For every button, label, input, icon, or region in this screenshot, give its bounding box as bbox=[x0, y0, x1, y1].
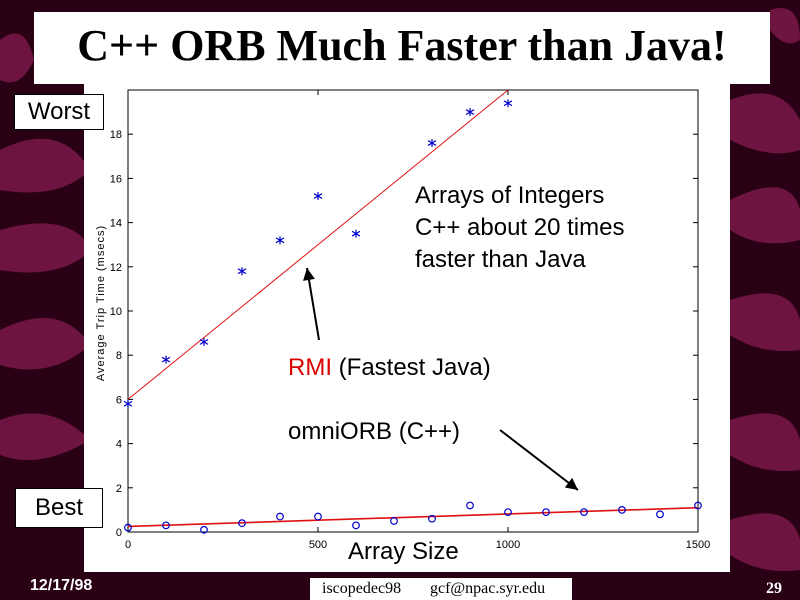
footer-event: iscopedec98 bbox=[322, 580, 402, 597]
y-tick-label: 10 bbox=[110, 306, 122, 318]
omniorb-point bbox=[618, 506, 626, 514]
slide-title: C++ ORB Much Faster than Java! bbox=[77, 21, 727, 70]
rmi-point bbox=[465, 108, 475, 117]
x-tick-label: 1000 bbox=[496, 539, 520, 551]
rmi-arrow-shaft bbox=[306, 267, 320, 341]
rmi-label: RMI (Fastest Java) bbox=[288, 354, 491, 382]
rmi-point bbox=[503, 99, 513, 108]
omniorb-point bbox=[238, 519, 246, 528]
omniorb-point bbox=[694, 501, 702, 510]
x-tick-label: 500 bbox=[309, 539, 327, 551]
omniorb-point bbox=[200, 525, 208, 534]
footer-date: 12/17/98 bbox=[30, 577, 93, 594]
rmi-point bbox=[161, 355, 171, 364]
omniorb-point bbox=[542, 508, 550, 517]
omniorb-point bbox=[124, 523, 132, 532]
fit-line-rmi bbox=[127, 89, 509, 400]
omniorb-point bbox=[580, 508, 588, 517]
rmi-point bbox=[237, 267, 247, 276]
y-tick-label: 16 bbox=[110, 173, 122, 185]
plot-frame bbox=[127, 89, 699, 533]
rmi-point bbox=[199, 337, 209, 346]
title-box bbox=[34, 12, 770, 84]
fit-line-omniorb bbox=[127, 506, 699, 528]
omniorb-point bbox=[656, 510, 664, 519]
y-tick-label: 0 bbox=[116, 527, 122, 539]
rmi-point bbox=[275, 236, 285, 245]
rmi-point bbox=[123, 399, 133, 408]
worst-label: Worst bbox=[14, 94, 104, 130]
x-tick-label: 1500 bbox=[686, 539, 710, 551]
rmi-rest: (Fastest Java) bbox=[332, 354, 491, 381]
rmi-point bbox=[427, 139, 437, 148]
y-tick-label: 6 bbox=[116, 394, 122, 406]
annotation-line-3: faster than Java bbox=[415, 246, 586, 273]
omniorb-point bbox=[276, 512, 284, 521]
annotation-line-2: C++ about 20 times bbox=[415, 214, 625, 241]
x-axis-title: Array Size bbox=[348, 538, 459, 565]
y-tick-label: 18 bbox=[110, 129, 122, 141]
omniorb-label: omniORB (C++) bbox=[288, 418, 461, 445]
y-tick-label: 4 bbox=[116, 439, 122, 451]
omniorb-point bbox=[314, 512, 322, 521]
footer-info: iscopedec98 gcf@npac.syr.edu bbox=[310, 578, 572, 600]
omniorb-point bbox=[390, 517, 398, 525]
omniorb-point bbox=[352, 521, 360, 530]
annotation-line-1: Arrays of Integers bbox=[415, 182, 605, 209]
rmi-point bbox=[351, 229, 361, 238]
rmi-arrow-head bbox=[303, 268, 315, 281]
omniorb-point bbox=[428, 514, 436, 523]
footer-email: gcf@npac.syr.edu bbox=[430, 580, 546, 597]
omniorb-point bbox=[162, 521, 170, 530]
y-axis-title: Average Trip Time (msecs) bbox=[95, 225, 107, 381]
y-tick-label: 8 bbox=[116, 350, 122, 362]
best-label: Best bbox=[15, 488, 103, 528]
page-number: 29 bbox=[766, 580, 782, 597]
rmi-point bbox=[313, 192, 323, 201]
omniorb-arrow-head bbox=[564, 477, 578, 490]
omniorb-point bbox=[504, 508, 512, 517]
arrays-annotation: Arrays of Integers C++ about 20 times fa… bbox=[415, 180, 624, 276]
plot-panel bbox=[84, 84, 730, 572]
x-tick-label: 0 bbox=[125, 539, 131, 551]
omniorb-arrow-shaft bbox=[499, 429, 579, 491]
omniorb-point bbox=[466, 501, 474, 510]
y-tick-label: 12 bbox=[110, 262, 122, 274]
rmi-highlight: RMI bbox=[288, 354, 332, 381]
y-tick-label: 2 bbox=[116, 483, 122, 495]
y-tick-label: 14 bbox=[110, 218, 122, 230]
